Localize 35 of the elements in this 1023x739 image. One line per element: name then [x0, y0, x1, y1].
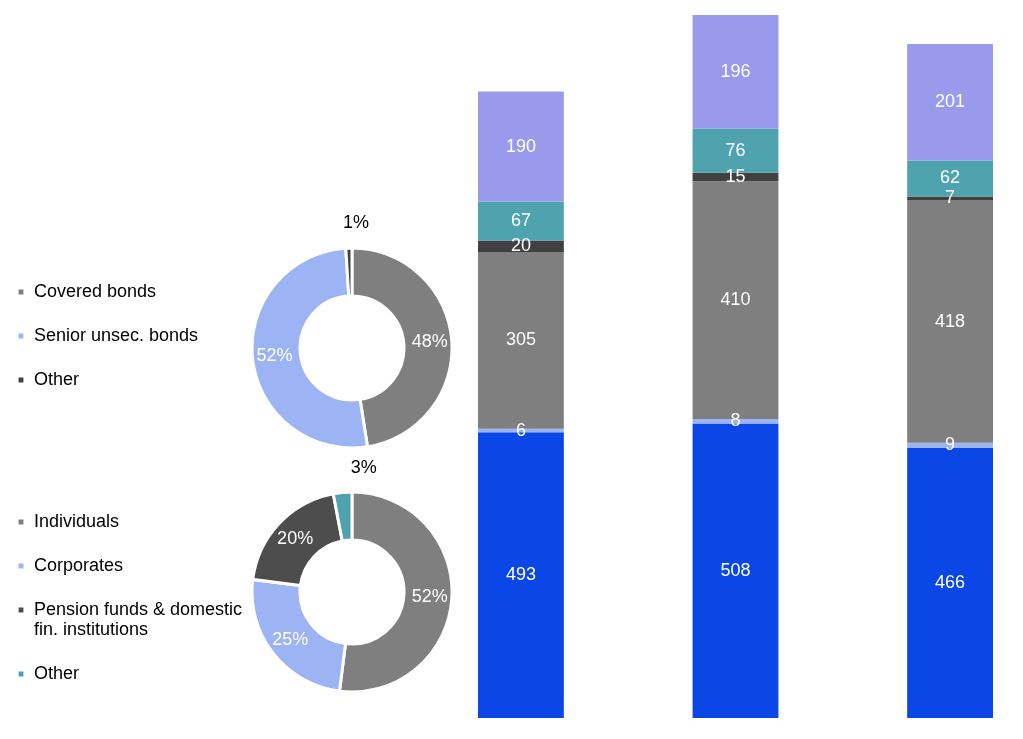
legend-label: Covered bonds [34, 281, 157, 301]
data-label: 493 [505, 564, 536, 585]
legend-label: Other [34, 369, 80, 389]
data-label: 52% [256, 345, 293, 366]
data-label: 190 [505, 135, 536, 156]
bar [478, 91, 564, 202]
data-label: 52% [411, 585, 448, 606]
legend-label: Other [34, 663, 80, 683]
data-label: 20 [510, 235, 531, 256]
data-label: 48% [411, 330, 448, 351]
bar [907, 43, 993, 161]
data-label: 305 [505, 329, 536, 350]
data-label: 418 [935, 310, 966, 331]
data-label: 466 [935, 571, 966, 592]
data-label: 8 [730, 410, 741, 431]
data-label: 25% [272, 628, 309, 649]
data-label: 201 [935, 91, 966, 112]
data-label: 196 [720, 60, 751, 81]
data-label: 3% [350, 456, 377, 477]
data-label: 67 [510, 210, 531, 231]
data-label: 9 [945, 434, 956, 455]
data-label: 410 [720, 289, 751, 310]
data-label: 6 [515, 419, 526, 440]
data-label: 1% [342, 212, 369, 233]
bar [478, 240, 564, 253]
data-label: 7 [945, 187, 956, 208]
data-label: 508 [720, 559, 751, 580]
legend-label: Senior unsec. bonds [34, 325, 199, 345]
legend-label: Corporates [34, 555, 124, 575]
data-label: 62 [940, 167, 961, 188]
legend-label: Individuals [34, 511, 120, 531]
data-label: 76 [725, 139, 746, 160]
bar [692, 15, 779, 129]
legend-label: Pension funds & domestic fin. institutions [34, 599, 243, 639]
data-label: 20% [277, 527, 314, 548]
